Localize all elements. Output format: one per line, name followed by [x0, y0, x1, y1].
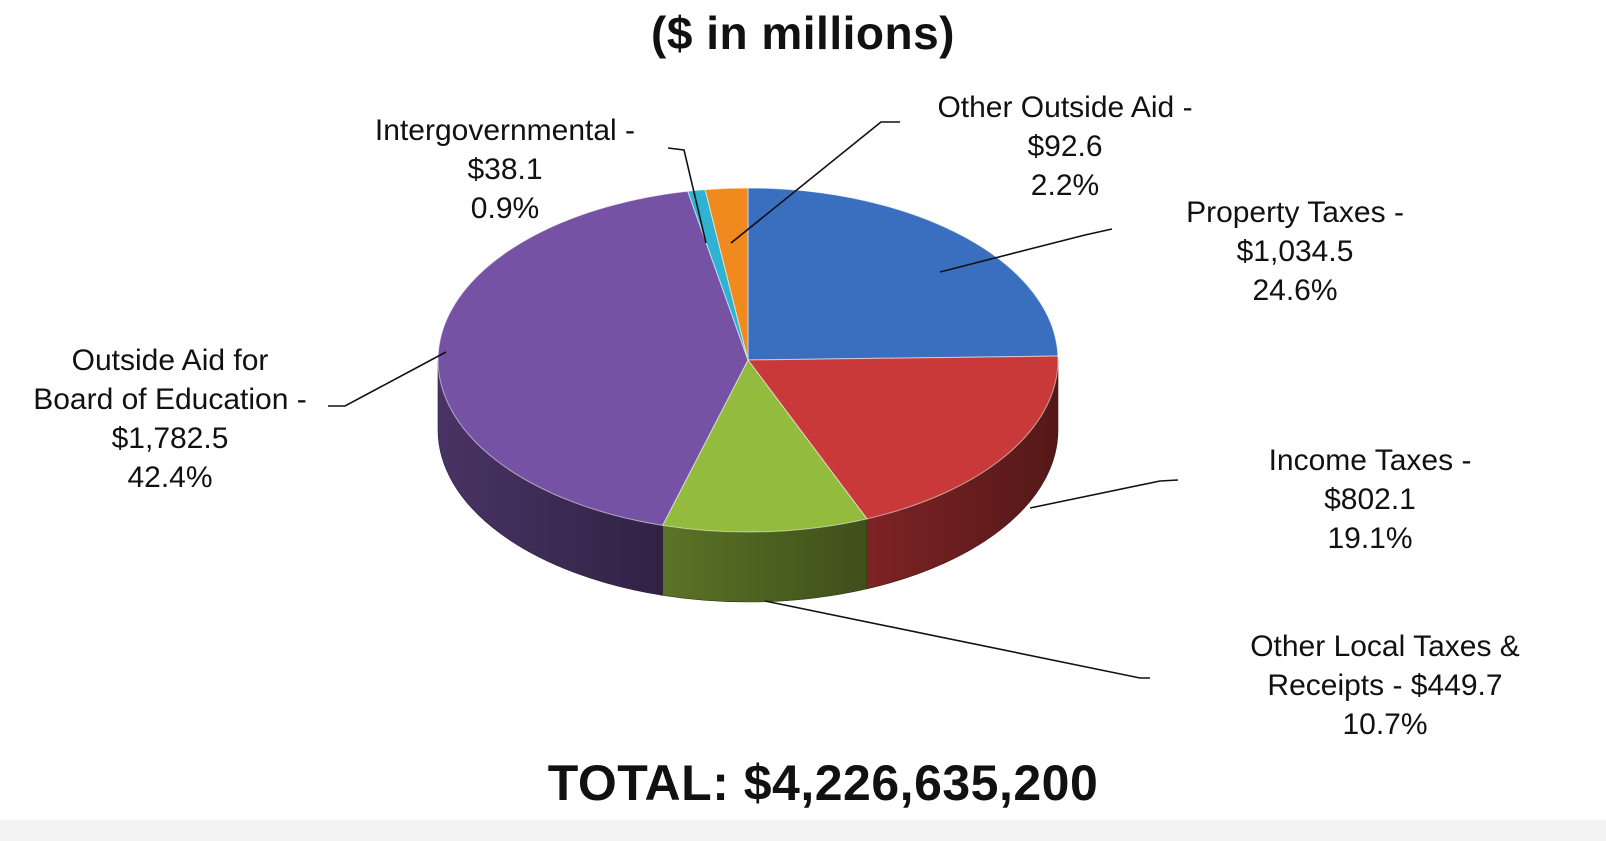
label-property-taxes-line-3: 24.6% [1252, 274, 1338, 307]
leader-line-property-taxes [939, 228, 1113, 273]
label-intergovernmental-line-3: 0.9% [470, 192, 540, 225]
label-income-taxes: Income Taxes - $802.1 19.1% [1220, 441, 1520, 558]
leader-line-other-local-taxes [764, 600, 1150, 679]
label-intergovernmental-line-2: $38.1 [467, 153, 543, 186]
pie-slice-other-local-taxes-receipts [661, 359, 868, 533]
chart-total: TOTAL: $4,226,635,200 [547, 755, 1099, 811]
leader-line-income-taxes [1029, 479, 1179, 509]
label-property-taxes-line-2: $1,034.5 [1236, 235, 1354, 268]
label-outside-aid-boe-line-1: Outside Aid for [71, 344, 269, 377]
label-other-local-taxes: Other Local Taxes & Receipts - $449.7 10… [1215, 627, 1555, 744]
label-property-taxes-line-1: Property Taxes - [1186, 196, 1404, 229]
chart-title: ($ in millions) [651, 7, 955, 59]
label-other-outside-aid-line-3: 2.2% [1030, 169, 1100, 202]
label-other-outside-aid-line-1: Other Outside Aid - [937, 91, 1193, 124]
label-other-outside-aid: Other Outside Aid - $92.6 2.2% [910, 88, 1220, 205]
label-intergovernmental-line-1: Intergovernmental - [374, 114, 636, 147]
label-other-local-taxes-line-3: 10.7% [1342, 708, 1428, 741]
label-intergovernmental: Intergovernmental - $38.1 0.9% [355, 111, 655, 228]
pie-slice-outside-aid-for-board-of-education [437, 190, 749, 526]
pie-slice-other-outside-aid [704, 187, 749, 361]
leader-line-outside-aid-boe [328, 351, 447, 407]
label-income-taxes-line-2: $802.1 [1324, 483, 1416, 516]
label-other-outside-aid-line-2: $92.6 [1027, 130, 1103, 163]
label-other-local-taxes-line-1: Other Local Taxes & [1250, 630, 1520, 663]
pie-slice-property-taxes [747, 187, 1059, 361]
label-property-taxes: Property Taxes - $1,034.5 24.6% [1140, 193, 1450, 310]
label-outside-aid-boe: Outside Aid for Board of Education - $1,… [10, 341, 330, 497]
pie-slice-income-taxes [747, 355, 1059, 520]
leader-line-other-outside-aid [730, 121, 900, 244]
label-other-local-taxes-line-2: Receipts - $449.7 [1267, 669, 1503, 702]
label-income-taxes-line-3: 19.1% [1327, 522, 1413, 555]
label-outside-aid-boe-line-2: Board of Education - [33, 383, 307, 416]
label-outside-aid-boe-line-3: $1,782.5 [111, 422, 229, 455]
label-income-taxes-line-1: Income Taxes - [1268, 444, 1472, 477]
label-outside-aid-boe-line-4: 42.4% [127, 461, 213, 494]
leader-line-intergovernmental [667, 147, 707, 244]
